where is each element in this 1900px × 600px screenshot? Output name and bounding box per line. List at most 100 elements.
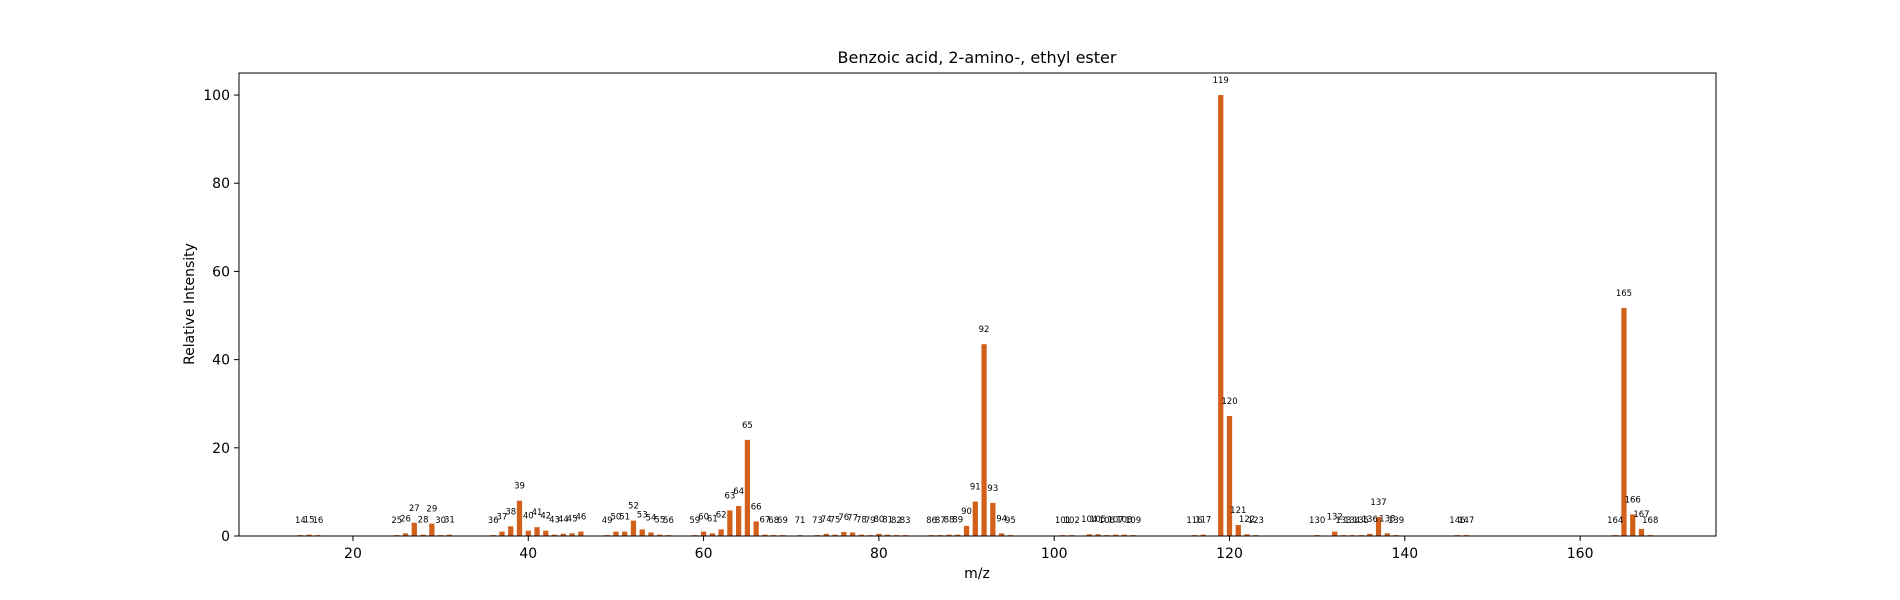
- y-axis-label: Relative Intensity: [182, 243, 198, 365]
- bar-mz-54: [648, 532, 654, 536]
- bar-label-mz-119: 119: [1213, 76, 1229, 86]
- bar-mz-132: [1332, 531, 1338, 536]
- bar-label-mz-29: 29: [426, 505, 437, 515]
- bar-mz-39: [516, 500, 523, 536]
- bar-mz-52: [630, 520, 637, 536]
- x-axis-label: m/z: [964, 566, 990, 582]
- bar-label-mz-135: 135: [1353, 516, 1369, 526]
- bar-mz-104: [1086, 534, 1092, 536]
- bar-mz-74: [823, 533, 829, 536]
- bar-label-mz-43: 43: [549, 516, 560, 526]
- bar-label-mz-82: 82: [891, 516, 902, 526]
- x-tick-label: 140: [1391, 546, 1418, 562]
- bar-label-mz-101: 101: [1055, 516, 1071, 526]
- bar-label-mz-75: 75: [830, 516, 841, 526]
- bar-label-mz-26: 26: [400, 514, 411, 524]
- bar-label-mz-62: 62: [716, 510, 727, 520]
- bar-mz-43: [551, 534, 558, 536]
- bar-label-mz-87: 87: [935, 516, 946, 526]
- bar-mz-93: [990, 502, 996, 536]
- bar-mz-65: [744, 439, 751, 536]
- bar-label-mz-133: 133: [1335, 516, 1351, 526]
- bar-label-mz-130: 130: [1309, 516, 1325, 526]
- bar-mz-64: [736, 506, 742, 536]
- bar-label-mz-27: 27: [409, 504, 420, 514]
- bar-label-mz-117: 117: [1195, 516, 1211, 526]
- bar-mz-105: [1095, 534, 1101, 536]
- x-tick-label: 40: [519, 546, 537, 562]
- y-tick-label: 100: [203, 88, 230, 104]
- bar-mz-15: [306, 534, 312, 536]
- bar-label-mz-132: 132: [1327, 513, 1343, 523]
- bar-label-mz-138: 138: [1379, 514, 1395, 524]
- bar-mz-45: [569, 533, 575, 536]
- bar-label-mz-38: 38: [505, 507, 516, 517]
- bar-mz-41: [534, 527, 540, 536]
- bar-mz-122: [1244, 534, 1250, 536]
- bar-label-mz-39: 39: [514, 482, 525, 492]
- bar-label-mz-105: 105: [1090, 515, 1106, 525]
- bar-label-mz-42: 42: [540, 512, 551, 522]
- bar-mz-119: [1218, 95, 1224, 537]
- y-tick-label: 40: [212, 353, 230, 369]
- bar-mz-62: [718, 529, 724, 536]
- bar-label-mz-44: 44: [558, 515, 569, 525]
- bar-label-mz-53: 53: [637, 510, 648, 520]
- bar-label-mz-76: 76: [838, 513, 849, 523]
- bar-label-mz-102: 102: [1064, 516, 1080, 526]
- bar-mz-28: [420, 534, 426, 536]
- bar-label-mz-14: 14: [295, 516, 306, 526]
- x-axis-ticks: 20 40 60 80 100 120 140 160: [344, 536, 1594, 562]
- bar-label-mz-60: 60: [698, 513, 709, 523]
- bar-label-mz-120: 120: [1221, 397, 1237, 407]
- bar-label-mz-41: 41: [532, 508, 543, 518]
- bar-mz-26: [402, 533, 409, 536]
- bar-mz-107: [1112, 534, 1119, 536]
- bar-mz-67: [762, 534, 768, 536]
- bar-mz-78: [858, 534, 864, 536]
- bar-label-mz-74: 74: [821, 515, 832, 525]
- bar-mz-108: [1121, 534, 1127, 536]
- bar-label-mz-67: 67: [760, 516, 771, 526]
- bar-label-mz-167: 167: [1633, 510, 1649, 520]
- bar-mz-90: [963, 525, 970, 536]
- bar-mz-77: [849, 532, 856, 536]
- bar-label-mz-36: 36: [488, 516, 499, 526]
- x-tick-label: 60: [695, 546, 713, 562]
- y-tick-label: 0: [221, 529, 230, 545]
- bar-label-mz-78: 78: [856, 516, 867, 526]
- bar-label-mz-164: 164: [1607, 516, 1623, 526]
- bar-label-mz-139: 139: [1388, 516, 1404, 526]
- bar-label-mz-92: 92: [979, 325, 990, 335]
- bar-mz-117: [1200, 534, 1206, 536]
- bar-mz-27: [411, 522, 417, 536]
- bar-label-mz-54: 54: [646, 513, 657, 523]
- bar-label-mz-77: 77: [847, 513, 858, 523]
- bar-label-mz-91: 91: [970, 483, 981, 493]
- bar-label-mz-107: 107: [1107, 516, 1123, 526]
- bar-label-mz-49: 49: [602, 516, 613, 526]
- bar-label-mz-90: 90: [961, 507, 972, 517]
- bar-mz-46: [578, 531, 584, 536]
- bar-mz-31: [446, 534, 452, 536]
- bar-label-mz-146: 146: [1449, 516, 1465, 526]
- bar-label-mz-45: 45: [567, 514, 578, 524]
- bar-label-mz-81: 81: [882, 516, 893, 526]
- bar-label-mz-136: 136: [1362, 515, 1378, 525]
- bar-label-mz-59: 59: [689, 516, 700, 526]
- bar-mz-89: [955, 534, 961, 536]
- bar-label-mz-93: 93: [987, 484, 998, 494]
- bar-label-mz-165: 165: [1616, 289, 1632, 299]
- bar-mz-88: [946, 534, 952, 536]
- bar-label-mz-16: 16: [312, 516, 323, 526]
- bar-label-mz-134: 134: [1344, 516, 1360, 526]
- bar-mz-80: [876, 533, 882, 536]
- bar-label-mz-83: 83: [900, 516, 911, 526]
- bar-mz-165: [1621, 308, 1627, 536]
- bar-label-mz-56: 56: [663, 516, 674, 526]
- bar-label-mz-51: 51: [619, 513, 630, 523]
- bar-label-mz-66: 66: [751, 502, 762, 512]
- bar-mz-166: [1630, 514, 1636, 536]
